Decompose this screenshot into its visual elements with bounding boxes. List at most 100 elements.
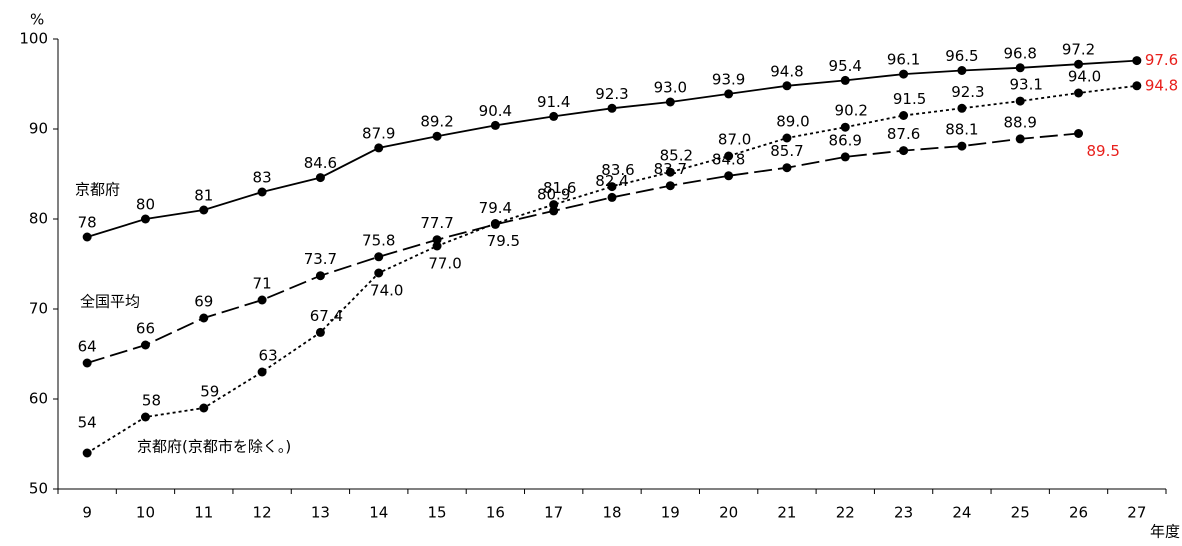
data-label: 93.0 [654, 79, 687, 97]
data-label: 97.2 [1062, 41, 1095, 59]
data-point [315, 271, 325, 281]
y-tick-label: 50 [29, 480, 48, 498]
data-point [607, 192, 617, 202]
data-label: 79.4 [479, 199, 512, 217]
x-tick-label: 19 [661, 504, 680, 522]
data-label: 89.2 [420, 113, 453, 131]
x-tick-label: 25 [1011, 504, 1030, 522]
x-tick-label: 17 [544, 504, 563, 522]
data-point [1074, 59, 1084, 69]
data-point [199, 313, 209, 323]
data-point [374, 252, 384, 262]
data-label: 84.6 [304, 154, 337, 172]
data-label: 67.4 [310, 307, 343, 325]
data-label: 75.8 [362, 231, 395, 249]
data-point [957, 103, 967, 113]
data-point [1132, 81, 1142, 91]
data-label: 96.8 [1004, 44, 1037, 62]
data-point [724, 151, 734, 161]
data-label: 88.9 [1004, 113, 1037, 131]
data-label: 93.1 [1010, 76, 1043, 94]
x-tick-label: 15 [428, 504, 447, 522]
data-point [782, 81, 792, 91]
x-tick-label: 22 [836, 504, 855, 522]
data-point [199, 205, 209, 215]
x-tick-label: 10 [136, 504, 155, 522]
data-point [899, 69, 909, 79]
data-label: 58 [142, 392, 161, 410]
data-point [140, 412, 150, 422]
data-label: 85.2 [660, 147, 693, 165]
data-point [1074, 129, 1084, 138]
data-point [432, 235, 442, 245]
data-label: 88.1 [945, 121, 978, 139]
data-label: 73.7 [304, 250, 337, 268]
x-tick-label: 20 [719, 504, 738, 522]
data-point [1015, 63, 1025, 73]
data-label: 83.6 [601, 161, 634, 179]
x-tick-label: 23 [894, 504, 913, 522]
data-label: 96.1 [887, 51, 920, 69]
data-point [665, 97, 675, 107]
data-point [665, 167, 675, 177]
data-label: 93.9 [712, 70, 745, 88]
data-label: 89.5 [1087, 142, 1120, 160]
data-point [140, 214, 150, 224]
data-point [315, 327, 325, 337]
data-point [1074, 88, 1084, 98]
data-label: 89.0 [776, 113, 809, 131]
data-label: 74.0 [370, 282, 403, 300]
data-point [782, 133, 792, 143]
data-label: 66 [136, 320, 155, 338]
data-point [899, 111, 909, 120]
x-tick-label: 26 [1069, 504, 1088, 522]
x-tick-label: 18 [602, 504, 621, 522]
data-label: 87.9 [362, 124, 395, 142]
data-point [1132, 56, 1142, 66]
data-point [490, 219, 500, 228]
data-point [1015, 96, 1025, 106]
data-label: 71 [253, 275, 272, 293]
y-tick-label: 60 [29, 390, 48, 408]
y-tick-label: 100 [19, 30, 48, 48]
data-point [724, 89, 734, 99]
x-tick-label: 11 [194, 504, 213, 522]
series-line [86, 132, 1079, 364]
y-unit: % [30, 11, 44, 29]
x-axis-label: 年度 [1150, 523, 1180, 541]
data-label: 83 [253, 169, 272, 187]
data-point [549, 111, 559, 121]
data-label: 95.4 [829, 57, 862, 75]
y-tick-label: 80 [29, 210, 48, 228]
x-tick-label: 24 [952, 504, 971, 522]
data-label: 90.4 [479, 102, 512, 120]
x-tick-label: 9 [82, 504, 92, 522]
x-tick-label: 12 [253, 504, 272, 522]
data-label: 85.7 [770, 142, 803, 160]
data-label: 79.5 [487, 232, 520, 250]
data-point [374, 268, 384, 278]
data-point [432, 241, 442, 251]
data-point [140, 340, 150, 350]
x-tick-label: 21 [777, 504, 796, 522]
data-point [315, 173, 325, 183]
data-label: 91.4 [537, 93, 570, 111]
data-label: 81.6 [543, 179, 576, 197]
data-label: 54 [78, 414, 97, 432]
data-point [257, 367, 267, 377]
series-name: 全国平均 [80, 293, 140, 311]
data-label: 87.0 [718, 131, 751, 149]
y-tick-label: 70 [29, 300, 48, 318]
data-label: 96.5 [945, 47, 978, 65]
data-label: 94.8 [770, 62, 803, 80]
data-point [840, 152, 850, 162]
x-tick-label: 14 [369, 504, 388, 522]
data-point [82, 448, 92, 458]
data-point [82, 232, 92, 242]
x-tick-label: 13 [311, 504, 330, 522]
data-label: 69 [194, 293, 213, 311]
data-point [665, 181, 675, 191]
data-label: 94.8 [1145, 76, 1178, 94]
data-point [840, 75, 850, 85]
